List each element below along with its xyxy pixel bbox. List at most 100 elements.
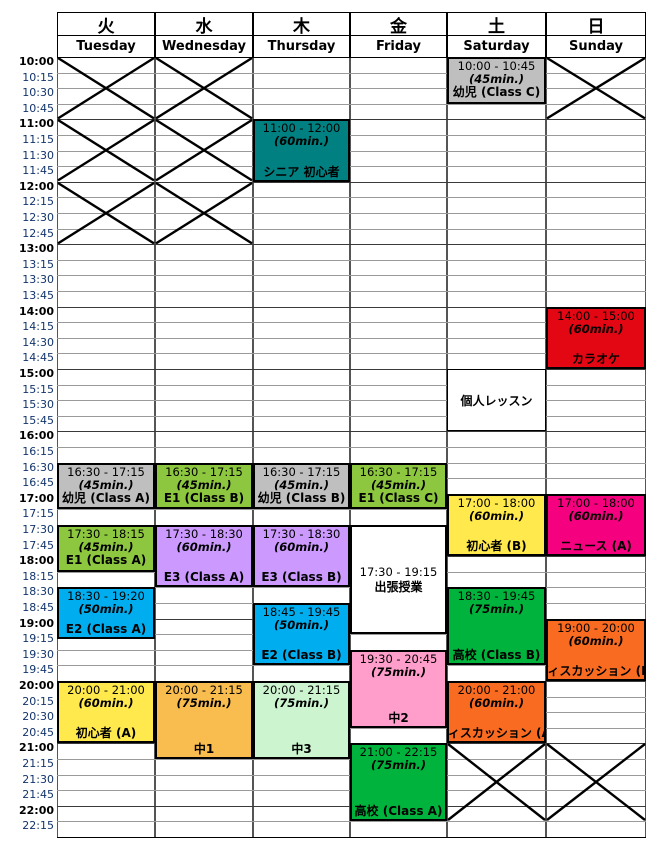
time-label: 22:00	[18, 803, 54, 817]
unavailable-slot	[155, 119, 253, 182]
event-name: E2 (Class B)	[261, 648, 342, 663]
time-label: 19:45	[22, 663, 54, 677]
event-name: ニュース (A)	[560, 539, 632, 554]
event-block[interactable]: 17:30 - 18:30 (60min.) E3 (Class B)	[253, 525, 350, 588]
unavailable-slot	[546, 743, 646, 822]
event-name: E3 (Class A)	[163, 570, 245, 585]
time-label: 13:30	[22, 273, 54, 287]
event-time: 19:00 - 20:00	[557, 620, 635, 635]
event-time: 20:00 - 21:15	[165, 683, 243, 697]
column-header-kanji-wednesday: 水	[155, 12, 253, 37]
event-block[interactable]: 18:30 - 19:20 (50min.) E2 (Class A)	[57, 587, 155, 640]
event-duration: (50min.)	[78, 602, 134, 617]
event-block[interactable]: 17:30 - 18:15 (45min.) E1 (Class A)	[57, 525, 155, 572]
event-block[interactable]: 16:30 - 17:15 (45min.) 幼児 (Class A)	[57, 462, 155, 510]
grid-line	[57, 72, 646, 74]
column-header-kanji-sunday: 日	[546, 12, 646, 37]
event-time: 17:00 - 18:00	[457, 495, 536, 510]
event-duration: (60min.)	[274, 134, 329, 149]
event-block[interactable]: 17:30 - 18:30 (60min.) E3 (Class A)	[155, 525, 253, 588]
event-duration: (60min.)	[78, 696, 134, 710]
event-block[interactable]: 16:30 - 17:15 (45min.) 幼児 (Class B)	[253, 462, 350, 510]
time-label: 16:45	[22, 476, 54, 490]
event-block[interactable]: 個人レッスン	[447, 369, 546, 432]
event-block[interactable]: 17:00 - 18:00 (60min.) ニュース (A)	[546, 493, 646, 557]
grid-line	[57, 322, 646, 324]
event-name: 幼児 (Class A)	[62, 490, 150, 505]
event-time: 18:30 - 19:20	[67, 589, 145, 604]
grid-line	[57, 103, 646, 105]
time-label: 21:45	[22, 788, 54, 802]
grid-line	[57, 228, 646, 230]
time-label: 19:30	[22, 647, 54, 661]
time-label: 17:00	[18, 491, 54, 505]
column-header-friday: Friday	[350, 35, 447, 58]
event-time: 11:00 - 12:00	[262, 121, 341, 136]
time-label: 20:30	[22, 710, 54, 724]
event-block[interactable]: 19:30 - 20:45 (75min.) 中2	[350, 649, 447, 728]
grid-line	[57, 244, 646, 246]
event-block[interactable]: 18:45 - 19:45 (50min.) E2 (Class B)	[253, 603, 350, 666]
event-duration: (60min.)	[568, 508, 624, 523]
event-block[interactable]: 17:30 - 19:15 出張授業	[350, 525, 447, 635]
time-label: 15:45	[22, 413, 54, 427]
event-time: 17:30 - 19:15	[359, 565, 438, 580]
grid-line	[57, 306, 646, 308]
event-time: 10:00 - 10:45	[457, 59, 536, 73]
time-label: 20:45	[22, 725, 54, 739]
unavailable-slot	[155, 57, 253, 120]
event-block[interactable]: 21:00 - 22:15 (75min.) 高校 (Class A)	[350, 743, 447, 822]
time-label: 13:45	[22, 289, 54, 302]
event-name: カラオケ	[571, 351, 620, 366]
event-block[interactable]: 20:00 - 21:00(60min.) ディスカッション (A)	[447, 681, 546, 744]
event-block[interactable]: 20:00 - 21:00 (60min.) 初心者 (A)	[57, 681, 155, 744]
event-block[interactable]: 19:00 - 20:00(60min.) ディスカッション (B)	[546, 618, 646, 681]
time-label: 11:45	[22, 164, 54, 178]
time-label: 18:15	[22, 569, 54, 583]
event-block[interactable]: 10:00 - 10:45 (45min.) 幼児 (Class C)	[447, 57, 546, 104]
event-name: ディスカッション (A)	[447, 726, 544, 741]
event-block[interactable]: 14:00 - 15:00 (60min.) カラオケ	[546, 306, 646, 369]
column-header-tuesday: Tuesday	[57, 35, 155, 58]
event-time: 21:00 - 22:15	[359, 745, 438, 760]
event-block[interactable]: 11:00 - 12:00 (60min.) シニア 初心者	[253, 119, 350, 182]
event-block[interactable]: 20:00 - 21:15 (75min.) 中3	[253, 681, 350, 759]
grid-line	[57, 57, 646, 58]
event-duration: (45min.)	[78, 540, 134, 554]
event-duration: (60min.)	[568, 321, 624, 336]
grid-line	[57, 447, 646, 448]
event-block[interactable]: 16:30 - 17:15 (45min.) E1 (Class B)	[155, 462, 253, 510]
unavailable-slot	[57, 119, 155, 182]
event-time: 20:00 - 21:00	[67, 683, 145, 697]
event-duration: (60min.)	[469, 508, 524, 523]
unavailable-slot	[546, 57, 646, 120]
event-duration: (60min.)	[176, 540, 232, 554]
grid-line	[57, 213, 646, 214]
grid-line	[57, 400, 646, 402]
event-block[interactable]: 20:00 - 21:15 (75min.) 中1	[155, 681, 253, 759]
event-name: E1 (Class B)	[163, 490, 245, 505]
time-label: 11:15	[22, 133, 54, 146]
time-label: 17:30	[22, 523, 54, 536]
event-duration: (75min.)	[371, 664, 426, 679]
time-label: 15:15	[22, 382, 54, 396]
time-label: 20:00	[18, 679, 54, 692]
grid-line	[57, 259, 646, 261]
event-block[interactable]: 18:30 - 19:45 (75min.) 高校 (Class B)	[447, 587, 546, 666]
time-label: 22:15	[22, 819, 54, 833]
event-name: 中1	[193, 742, 215, 756]
event-time: 16:30 - 17:15	[67, 464, 145, 479]
time-label: 12:15	[22, 195, 54, 209]
column-header-kanji-friday: 金	[350, 12, 447, 37]
column-header-thursday: Thursday	[253, 35, 350, 58]
grid-line	[57, 275, 646, 277]
grid-line	[57, 181, 646, 183]
time-label: 10:30	[22, 86, 54, 100]
event-block[interactable]: 17:00 - 18:00 (60min.) 初心者 (B)	[447, 493, 546, 557]
time-label: 11:30	[22, 148, 54, 162]
event-block[interactable]: 16:30 - 17:15 (45min.) E1 (Class C)	[350, 462, 447, 510]
column-header-kanji-thursday: 木	[253, 12, 350, 37]
time-label: 10:00	[18, 55, 54, 68]
event-name: 初心者 (B)	[466, 539, 527, 554]
